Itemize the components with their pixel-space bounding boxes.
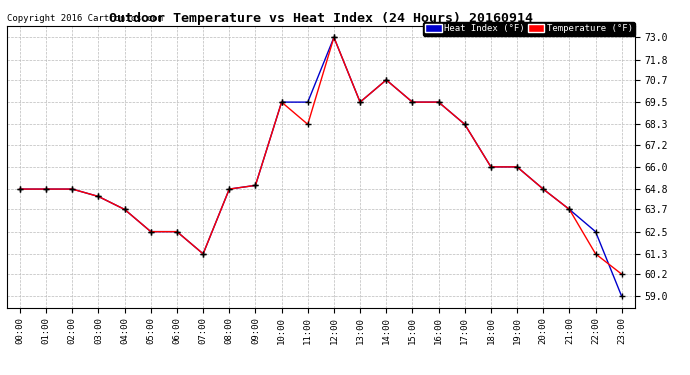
Legend: Heat Index (°F), Temperature (°F): Heat Index (°F), Temperature (°F) [423, 22, 635, 36]
Text: Copyright 2016 Cartronics.com: Copyright 2016 Cartronics.com [7, 14, 163, 23]
Title: Outdoor Temperature vs Heat Index (24 Hours) 20160914: Outdoor Temperature vs Heat Index (24 Ho… [109, 12, 533, 25]
